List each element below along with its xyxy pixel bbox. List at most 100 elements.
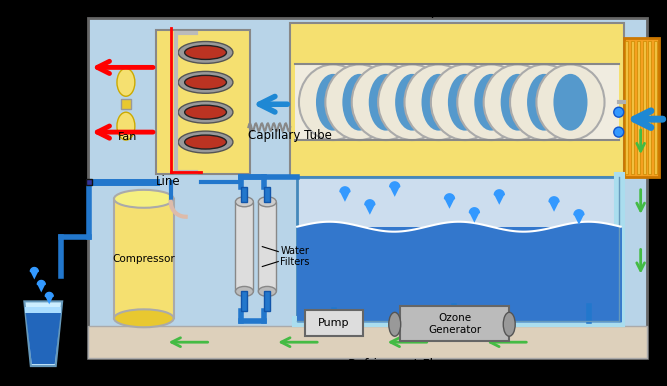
Ellipse shape xyxy=(527,74,561,130)
Ellipse shape xyxy=(258,197,276,207)
Polygon shape xyxy=(340,187,350,192)
Text: Pump: Pump xyxy=(318,318,350,328)
Polygon shape xyxy=(494,190,504,195)
Ellipse shape xyxy=(458,64,526,140)
Bar xyxy=(258,202,276,291)
Polygon shape xyxy=(365,205,375,215)
Ellipse shape xyxy=(185,135,227,149)
Text: Evaporator: Evaporator xyxy=(406,3,483,18)
Bar xyxy=(25,307,61,313)
Ellipse shape xyxy=(235,286,253,296)
Polygon shape xyxy=(549,202,559,212)
Bar xyxy=(625,41,628,174)
Ellipse shape xyxy=(369,74,403,130)
Ellipse shape xyxy=(185,46,227,59)
Ellipse shape xyxy=(404,64,473,140)
Ellipse shape xyxy=(178,42,233,63)
Bar xyxy=(156,30,250,174)
Text: Line: Line xyxy=(156,175,180,188)
Ellipse shape xyxy=(235,197,253,207)
Ellipse shape xyxy=(510,64,578,140)
Ellipse shape xyxy=(185,105,227,119)
Polygon shape xyxy=(45,296,53,304)
Bar xyxy=(114,199,173,318)
Ellipse shape xyxy=(178,71,233,93)
Text: Water
Filters: Water Filters xyxy=(280,246,309,267)
Polygon shape xyxy=(444,194,454,199)
Polygon shape xyxy=(444,199,454,209)
Polygon shape xyxy=(45,293,53,296)
Polygon shape xyxy=(390,187,400,197)
Bar xyxy=(654,41,657,174)
Ellipse shape xyxy=(178,101,233,123)
Bar xyxy=(241,187,247,202)
Ellipse shape xyxy=(554,74,588,130)
Ellipse shape xyxy=(117,68,135,96)
Ellipse shape xyxy=(504,312,515,336)
Ellipse shape xyxy=(474,74,508,130)
Ellipse shape xyxy=(352,64,420,140)
Polygon shape xyxy=(30,267,38,271)
Ellipse shape xyxy=(178,131,233,153)
Polygon shape xyxy=(25,309,61,364)
Ellipse shape xyxy=(258,286,276,296)
Ellipse shape xyxy=(378,64,446,140)
Bar xyxy=(400,306,509,341)
Bar xyxy=(305,310,363,336)
Ellipse shape xyxy=(389,312,401,336)
Bar xyxy=(648,41,651,174)
Bar xyxy=(637,41,640,174)
Ellipse shape xyxy=(316,74,350,130)
Bar xyxy=(88,326,646,358)
Polygon shape xyxy=(340,192,350,202)
Ellipse shape xyxy=(501,74,535,130)
Polygon shape xyxy=(365,200,375,205)
Bar xyxy=(241,291,247,312)
Polygon shape xyxy=(37,281,45,284)
Polygon shape xyxy=(549,197,559,202)
Ellipse shape xyxy=(484,64,552,140)
Text: Capillary Tube: Capillary Tube xyxy=(248,129,332,142)
Polygon shape xyxy=(30,271,38,279)
Ellipse shape xyxy=(325,64,394,140)
Ellipse shape xyxy=(299,64,367,140)
Ellipse shape xyxy=(342,74,376,130)
Bar xyxy=(235,202,253,291)
Polygon shape xyxy=(574,215,584,225)
Ellipse shape xyxy=(536,64,604,140)
Circle shape xyxy=(614,127,624,137)
Text: Compressor: Compressor xyxy=(113,254,175,264)
Bar xyxy=(264,291,270,312)
Bar xyxy=(290,23,624,177)
Ellipse shape xyxy=(117,112,135,140)
Polygon shape xyxy=(574,210,584,215)
Bar xyxy=(297,177,621,321)
Polygon shape xyxy=(494,195,504,205)
Circle shape xyxy=(614,107,624,117)
Ellipse shape xyxy=(185,75,227,89)
Text: Ozone
Generator: Ozone Generator xyxy=(428,313,481,335)
Ellipse shape xyxy=(114,309,173,327)
Bar xyxy=(624,37,658,177)
Polygon shape xyxy=(37,284,45,293)
Bar xyxy=(642,41,646,174)
Polygon shape xyxy=(25,301,62,366)
Polygon shape xyxy=(470,208,480,213)
Polygon shape xyxy=(470,213,480,223)
Bar xyxy=(295,64,619,140)
Bar xyxy=(86,179,92,185)
Ellipse shape xyxy=(431,64,499,140)
Bar xyxy=(297,227,621,321)
Text: Condensor: Condensor xyxy=(167,5,238,18)
Text: Fan: Fan xyxy=(118,132,137,142)
Ellipse shape xyxy=(448,74,482,130)
Ellipse shape xyxy=(114,190,173,208)
Text: Refrigerant Flow: Refrigerant Flow xyxy=(348,358,451,371)
Bar xyxy=(264,187,270,202)
Ellipse shape xyxy=(422,74,456,130)
Ellipse shape xyxy=(395,74,429,130)
Bar xyxy=(121,99,131,109)
Polygon shape xyxy=(390,182,400,187)
Bar xyxy=(631,41,634,174)
Bar xyxy=(88,18,646,358)
